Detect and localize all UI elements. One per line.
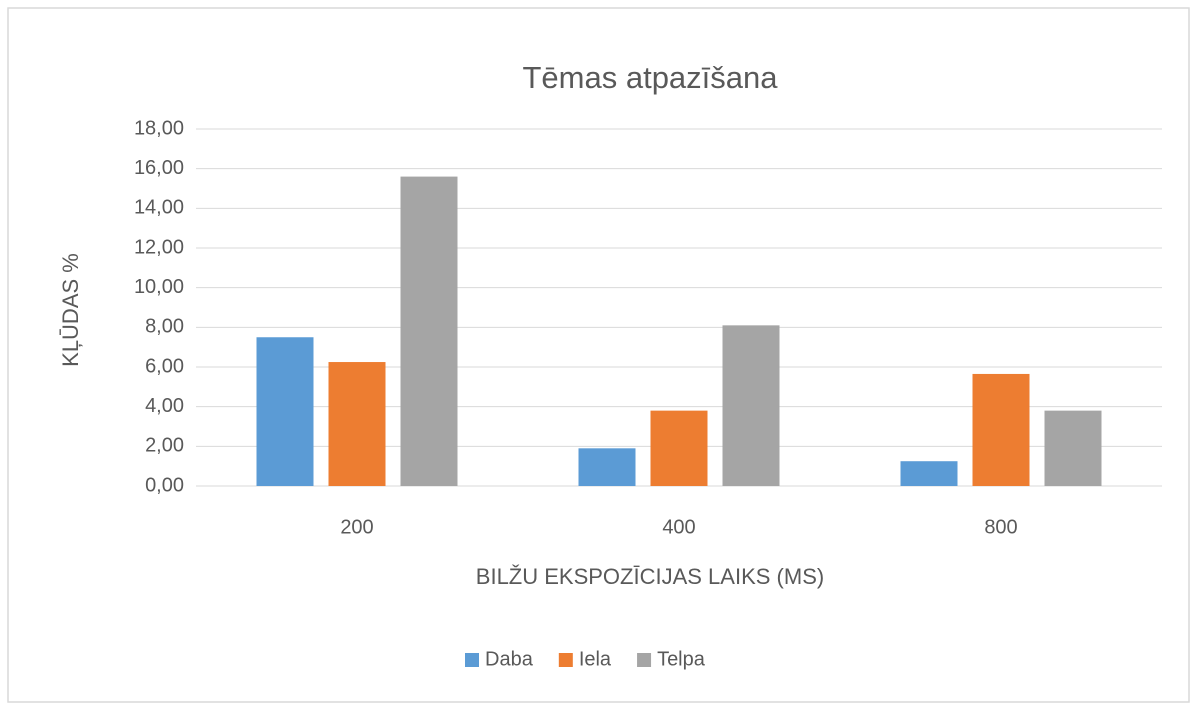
y-tick-label: 10,00 [134, 276, 184, 298]
bar [256, 337, 314, 486]
y-tick-label: 2,00 [145, 435, 184, 457]
bar [1044, 410, 1102, 486]
y-tick-label: 8,00 [145, 316, 184, 338]
bar [900, 461, 958, 486]
legend-label: Telpa [657, 648, 706, 670]
y-tick-label: 4,00 [145, 395, 184, 417]
x-axis-label: BILŽU EKSPOZĪCIJAS LAIKS (MS) [476, 564, 824, 589]
y-tick-label: 0,00 [145, 474, 184, 496]
legend-label: Daba [485, 648, 534, 670]
y-tick-label: 14,00 [134, 197, 184, 219]
legend-swatch [637, 653, 652, 667]
chart-title: Tēmas atpazīšana [522, 60, 778, 95]
bar [650, 410, 708, 486]
bar [400, 176, 458, 486]
legend-swatch [558, 653, 573, 667]
y-tick-label: 18,00 [134, 117, 184, 139]
bar [328, 362, 386, 486]
y-tick-label: 12,00 [134, 236, 184, 258]
x-tick-label: 200 [340, 516, 373, 538]
y-tick-label: 16,00 [134, 157, 184, 179]
legend-swatch [465, 653, 479, 667]
y-tick-label: 6,00 [145, 355, 184, 377]
x-tick-label: 800 [984, 516, 1017, 538]
legend-label: Iela [579, 648, 612, 670]
x-tick-label: 400 [662, 516, 695, 538]
bar [972, 373, 1030, 486]
bar [722, 325, 780, 486]
chart-border [7, 7, 1190, 703]
bar [578, 448, 636, 486]
y-axis-label: KĻŪDAS % [58, 253, 83, 367]
